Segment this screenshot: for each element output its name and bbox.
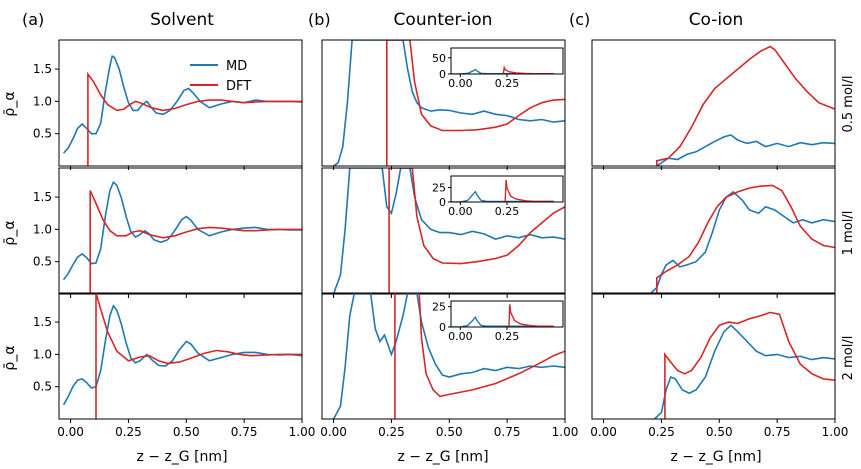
column-title-solvent: Solvent [150, 10, 214, 30]
series-line-dft-c-2 [664, 311, 835, 419]
x-tick-label-b-2: 0.50 [436, 425, 463, 439]
x-tick-label-a-2: 0.25 [115, 425, 142, 439]
panel-label-a: (a) [22, 10, 44, 29]
series-line-md-a-0 [63, 55, 302, 154]
legend-label-md: MD [226, 59, 247, 74]
y-tick-label-a-0: 0.5 [33, 127, 52, 141]
inset-y-tick-label-b-0: 50 [432, 52, 446, 65]
y-tick-label-a-2: 1.5 [33, 315, 52, 329]
series-line-dft-a-0 [87, 71, 302, 166]
inset-series-dft-b-2 [507, 304, 554, 327]
y-tick-label-a-1: 1.0 [33, 222, 52, 236]
inset-y-tick-label-b-0: 0 [439, 68, 446, 81]
inset-background-b-0 [451, 48, 563, 74]
x-tick-label-c-2: 0.75 [764, 425, 791, 439]
axes-frame-c-1 [591, 167, 836, 295]
axes-frame-b-0 [321, 39, 566, 167]
axes-frame-b-1 [321, 167, 566, 295]
series-line-dft-c-0 [656, 45, 835, 166]
column-title-co-ion: Co-ion [689, 10, 744, 30]
y-axis-label-2: ρ̄_α [2, 345, 18, 370]
series-line-md-c-0 [656, 134, 835, 166]
axes-frame-a-0 [58, 39, 303, 167]
plot-area: 0.5 1.0 1.5 0.5 1.0 1.5 0.5 1.0 1.5 0.00 0.25 0.50 0… [33, 39, 849, 439]
series-line-dft-c-1 [656, 184, 835, 294]
legend: MD DFT [190, 59, 251, 94]
axes-frame-c-0 [591, 39, 836, 167]
x-tick-label-c-2: 0.25 [648, 425, 675, 439]
inset-x-tick-label-b-1: 0.25 [495, 205, 520, 218]
x-axis-label-b: z − z_G [nm] [397, 449, 488, 465]
series-line-dft-b-1 [388, 168, 565, 294]
y-tick-label-a-0: 1.5 [33, 62, 52, 76]
inset-series-dft-b-1 [503, 179, 554, 202]
series-line-dft-b-2 [394, 293, 565, 419]
series-line-dft-a-1 [89, 190, 302, 294]
inset-y-tick-label-b-2: 0 [439, 321, 446, 334]
x-tick-label-c-2: 0.50 [706, 425, 733, 439]
row-label-2: 2 mol/l [841, 336, 856, 381]
inset-x-tick-label-b-0: 0.25 [495, 77, 520, 90]
inset-background-b-2 [451, 301, 563, 327]
x-tick-label-c-2: 1.00 [822, 425, 849, 439]
x-tick-label-a-2: 1.00 [289, 425, 316, 439]
row-label-1: 1 mol/l [841, 211, 856, 256]
x-tick-label-a-2: 0.00 [57, 425, 84, 439]
series-line-dft-b-0 [386, 40, 565, 166]
y-tick-label-a-1: 1.5 [33, 190, 52, 204]
inset-x-tick-label-b-2: 0.25 [495, 330, 520, 343]
y-tick-label-a-1: 0.5 [33, 255, 52, 269]
series-line-dft-a-2 [95, 293, 302, 419]
series-line-md-b-2 [332, 293, 565, 419]
axes-frame-a-1 [58, 167, 303, 295]
y-axis-label-0: ρ̄_α [2, 91, 18, 116]
inset-series-md-b-2 [451, 316, 554, 327]
inset-x-tick-label-b-1: 0.00 [448, 205, 473, 218]
inset-x-tick-label-b-0: 0.00 [448, 77, 473, 90]
y-tick-label-a-2: 1.0 [33, 347, 52, 361]
x-tick-label-a-2: 0.50 [173, 425, 200, 439]
axes-frame-b-2 [321, 292, 566, 420]
panel-label-b: (b) [308, 10, 331, 29]
series-line-md-b-1 [332, 168, 565, 294]
series-line-md-b-0 [333, 40, 565, 166]
x-axis-label-c: z − z_G [nm] [670, 449, 761, 465]
x-tick-label-b-2: 0.00 [320, 425, 347, 439]
x-tick-label-b-2: 0.25 [378, 425, 405, 439]
row-label-0: 0.5 mol/l [841, 75, 856, 132]
x-tick-label-a-2: 0.75 [231, 425, 258, 439]
axes-frame-a-2 [58, 292, 303, 420]
inset-y-tick-label-b-2: 25 [432, 301, 446, 314]
legend-label-dft: DFT [226, 79, 251, 94]
y-axis-label-1: ρ̄_α [2, 220, 18, 245]
panel-label-c: (c) [569, 10, 590, 29]
axes-frame-c-2 [591, 292, 836, 420]
x-tick-label-b-2: 0.75 [494, 425, 521, 439]
series-line-md-a-1 [62, 180, 302, 281]
x-tick-label-c-2: 0.00 [590, 425, 617, 439]
series-line-md-c-1 [649, 190, 835, 294]
x-tick-label-b-2: 1.00 [552, 425, 579, 439]
y-tick-label-a-0: 1.0 [33, 94, 52, 108]
series-line-md-c-2 [653, 324, 835, 419]
x-axis-label-a: z − z_G [nm] [136, 449, 227, 465]
inset-y-tick-label-b-1: 25 [432, 182, 446, 195]
y-tick-label-a-2: 0.5 [33, 380, 52, 394]
inset-y-tick-label-b-1: 0 [439, 196, 446, 209]
inset-x-tick-label-b-2: 0.00 [448, 330, 473, 343]
column-title-counter-ion: Counter-ion [394, 10, 493, 30]
